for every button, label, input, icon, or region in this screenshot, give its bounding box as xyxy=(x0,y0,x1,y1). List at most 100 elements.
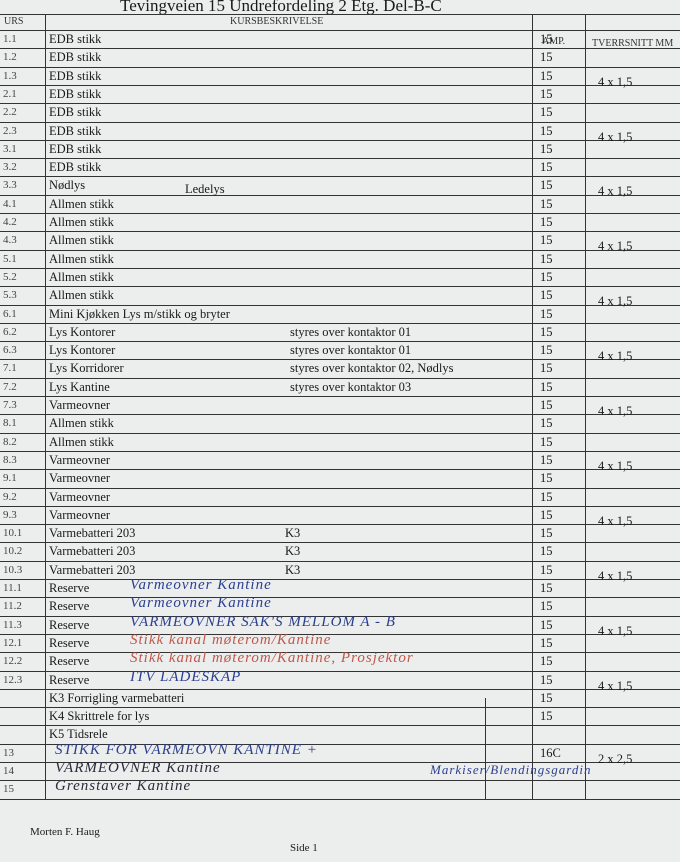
row-rule xyxy=(0,158,680,160)
kurs-description: EDB stikk xyxy=(49,68,102,83)
kurs-description: Lys Kantine xyxy=(49,379,110,394)
kurs-number: 4.2 xyxy=(3,216,17,228)
kurs-description: Lys Kontorer xyxy=(49,324,116,339)
table-rule xyxy=(0,14,680,15)
amp-value: 15 xyxy=(540,416,553,431)
amp-value: 15 xyxy=(540,617,553,632)
kurs-description: Allmen stikk xyxy=(49,416,114,431)
column-header: KURSBESKRIVELSE xyxy=(230,16,324,27)
kurs-number: 6.1 xyxy=(3,307,17,320)
row-rule xyxy=(0,377,680,379)
kurs-note: K3 xyxy=(285,544,301,559)
kurs-number: 15 xyxy=(3,783,14,796)
kurs-number: 8.1 xyxy=(3,417,17,430)
cable-size: 4 x 1,5 xyxy=(598,74,633,89)
row-rule xyxy=(0,267,680,269)
amp-value: 15 xyxy=(540,599,553,614)
kurs-number: 5.2 xyxy=(3,270,17,283)
column-rule xyxy=(585,14,586,799)
handwritten-note: STIKK FOR VARMEOVN KANTINE + xyxy=(55,741,318,758)
row-rule xyxy=(0,762,680,763)
kurs-number: 3.2 xyxy=(3,161,17,174)
row-rule xyxy=(0,432,680,434)
row-rule xyxy=(0,322,680,324)
kurs-number: 7.1 xyxy=(3,362,17,375)
amp-value: 15 xyxy=(540,562,553,577)
cable-size: 4 x 1,5 xyxy=(598,129,633,144)
row-rule xyxy=(0,487,680,489)
kurs-description: EDB stikk xyxy=(49,123,102,138)
kurs-description: EDB stikk xyxy=(49,50,102,65)
amp-value: 15 xyxy=(540,654,553,669)
row-rule xyxy=(0,304,680,306)
row-rule xyxy=(0,725,680,727)
kurs-note: styres over kontaktor 02, Nødlys xyxy=(290,361,454,376)
kurs-description: EDB stikk xyxy=(49,105,102,120)
kurs-description: EDB stikk xyxy=(49,86,102,101)
kurs-number: 7.2 xyxy=(3,380,17,393)
kurs-description: Allmen stikk xyxy=(49,196,114,211)
amp-value: 15 xyxy=(540,269,553,284)
kurs-description: Varmeovner xyxy=(49,452,111,467)
kurs-description: Allmen stikk xyxy=(49,434,114,449)
row-rule xyxy=(0,359,680,361)
row-rule xyxy=(0,139,680,141)
kurs-number: 9.2 xyxy=(3,490,17,503)
kurs-note: styres over kontaktor 01 xyxy=(290,324,412,339)
kurs-number: 5.1 xyxy=(3,252,17,265)
kurs-number: 11.3 xyxy=(3,618,22,631)
row-rule xyxy=(0,286,680,288)
kurs-description: Reserve xyxy=(49,672,90,687)
kurs-description: Varmeovner xyxy=(49,398,111,412)
row-rule xyxy=(0,48,680,50)
cable-size: 4 x 1,5 xyxy=(598,239,633,254)
handwritten-note: Stikk kanal møterom/Kantine xyxy=(130,631,332,648)
cable-size: 4 x 1,5 xyxy=(598,568,633,583)
amp-value: 15 xyxy=(540,123,553,138)
kurs-number: 9.3 xyxy=(3,508,17,521)
kurs-description: Varmebatteri 203 xyxy=(49,562,136,577)
row-rule xyxy=(0,743,680,745)
kurs-number: 12.1 xyxy=(3,636,23,649)
amp-value: 15 xyxy=(540,141,553,156)
kurs-description: Varmeovner xyxy=(49,507,111,522)
kurs-number: 11.2 xyxy=(3,600,22,613)
amp-value: 15 xyxy=(540,690,553,705)
cable-size: 4 x 1,5 xyxy=(598,678,633,693)
cable-size: 4 x 1,5 xyxy=(598,404,633,418)
kurs-number: 2.1 xyxy=(3,87,17,100)
amp-value: 15 xyxy=(540,361,553,376)
kurs-number: 1.1 xyxy=(3,33,17,45)
kurs-number: 11.1 xyxy=(3,582,22,594)
row-rule xyxy=(0,121,680,123)
row-rule xyxy=(0,66,680,68)
amp-value: 15 xyxy=(540,672,553,687)
row-rule xyxy=(0,670,680,672)
kurs-number: 5.3 xyxy=(3,289,17,302)
kurs-description: Lys Korridorer xyxy=(49,361,124,376)
row-rule xyxy=(0,579,680,580)
row-rule xyxy=(0,213,680,214)
row-rule xyxy=(0,542,680,544)
amp-value: 15 xyxy=(540,452,553,467)
kurs-number: 4.3 xyxy=(3,234,17,247)
kurs-number: 3.3 xyxy=(3,179,17,192)
amp-value: 15 xyxy=(540,507,553,522)
cable-size: 4 x 1,5 xyxy=(598,294,633,309)
row-rule xyxy=(0,414,680,416)
cable-size: 4 x 1,5 xyxy=(598,349,633,364)
kurs-number: 12.2 xyxy=(3,655,23,668)
row-rule xyxy=(0,249,680,251)
row-rule xyxy=(0,780,680,782)
kurs-description: Reserve xyxy=(49,617,90,632)
column-rule xyxy=(45,14,46,799)
kurs-note: styres over kontaktor 03 xyxy=(290,379,412,394)
amp-value: 16C xyxy=(540,745,561,760)
kurs-description: Nødlys xyxy=(49,178,86,193)
kurs-number: 13 xyxy=(3,746,14,759)
row-rule xyxy=(0,396,680,397)
cable-size: 4 x 1,5 xyxy=(598,623,633,638)
kurs-description: Allmen stikk xyxy=(49,269,114,284)
handwritten-note: Varmeovner Kantine xyxy=(130,577,272,593)
amp-value: 15 xyxy=(540,160,553,175)
